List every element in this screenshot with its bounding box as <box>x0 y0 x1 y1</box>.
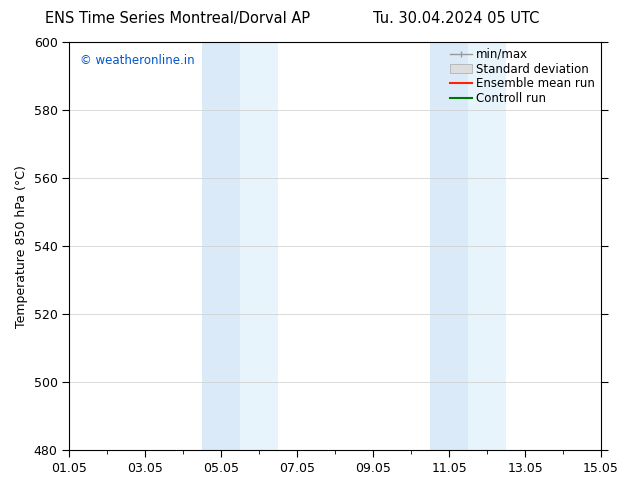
Y-axis label: Temperature 850 hPa (°C): Temperature 850 hPa (°C) <box>15 165 28 327</box>
Legend: min/max, Standard deviation, Ensemble mean run, Controll run: min/max, Standard deviation, Ensemble me… <box>448 46 597 108</box>
Bar <box>468 42 506 450</box>
Bar <box>430 42 468 450</box>
Text: ENS Time Series Montreal/Dorval AP: ENS Time Series Montreal/Dorval AP <box>45 11 310 26</box>
Text: © weatheronline.in: © weatheronline.in <box>80 54 195 67</box>
Bar <box>240 42 278 450</box>
Bar <box>202 42 240 450</box>
Text: Tu. 30.04.2024 05 UTC: Tu. 30.04.2024 05 UTC <box>373 11 540 26</box>
